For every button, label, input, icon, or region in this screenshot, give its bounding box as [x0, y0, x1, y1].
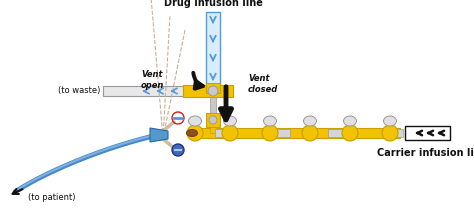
Text: (to waste): (to waste) — [58, 87, 100, 95]
Text: Vent
closed: Vent closed — [248, 74, 278, 94]
Bar — [103, 86, 185, 96]
Ellipse shape — [224, 116, 237, 126]
Circle shape — [262, 125, 278, 141]
Bar — [206, 83, 220, 93]
Bar — [190, 128, 400, 138]
Polygon shape — [150, 128, 168, 142]
Circle shape — [187, 125, 203, 141]
Ellipse shape — [189, 116, 201, 126]
Circle shape — [208, 86, 218, 96]
Ellipse shape — [303, 116, 317, 126]
Ellipse shape — [383, 116, 396, 126]
Bar — [272, 129, 290, 137]
Text: (to patient): (to patient) — [28, 192, 75, 202]
Bar — [206, 12, 220, 85]
Circle shape — [342, 125, 358, 141]
Circle shape — [302, 125, 318, 141]
Bar — [215, 129, 233, 137]
Circle shape — [209, 116, 217, 124]
Bar — [183, 85, 233, 97]
Text: Vent
open: Vent open — [140, 70, 164, 90]
Bar — [210, 127, 216, 133]
Bar — [210, 97, 216, 113]
Text: Drug infusion line: Drug infusion line — [164, 0, 263, 8]
Bar — [405, 126, 450, 140]
Ellipse shape — [186, 130, 198, 136]
Bar — [385, 129, 403, 137]
Text: Carrier infusion line: Carrier infusion line — [377, 148, 474, 158]
Bar — [206, 113, 220, 127]
Circle shape — [222, 125, 238, 141]
Ellipse shape — [344, 116, 356, 126]
Bar — [328, 129, 346, 137]
Ellipse shape — [264, 116, 276, 126]
Circle shape — [382, 125, 398, 141]
Circle shape — [172, 144, 184, 156]
